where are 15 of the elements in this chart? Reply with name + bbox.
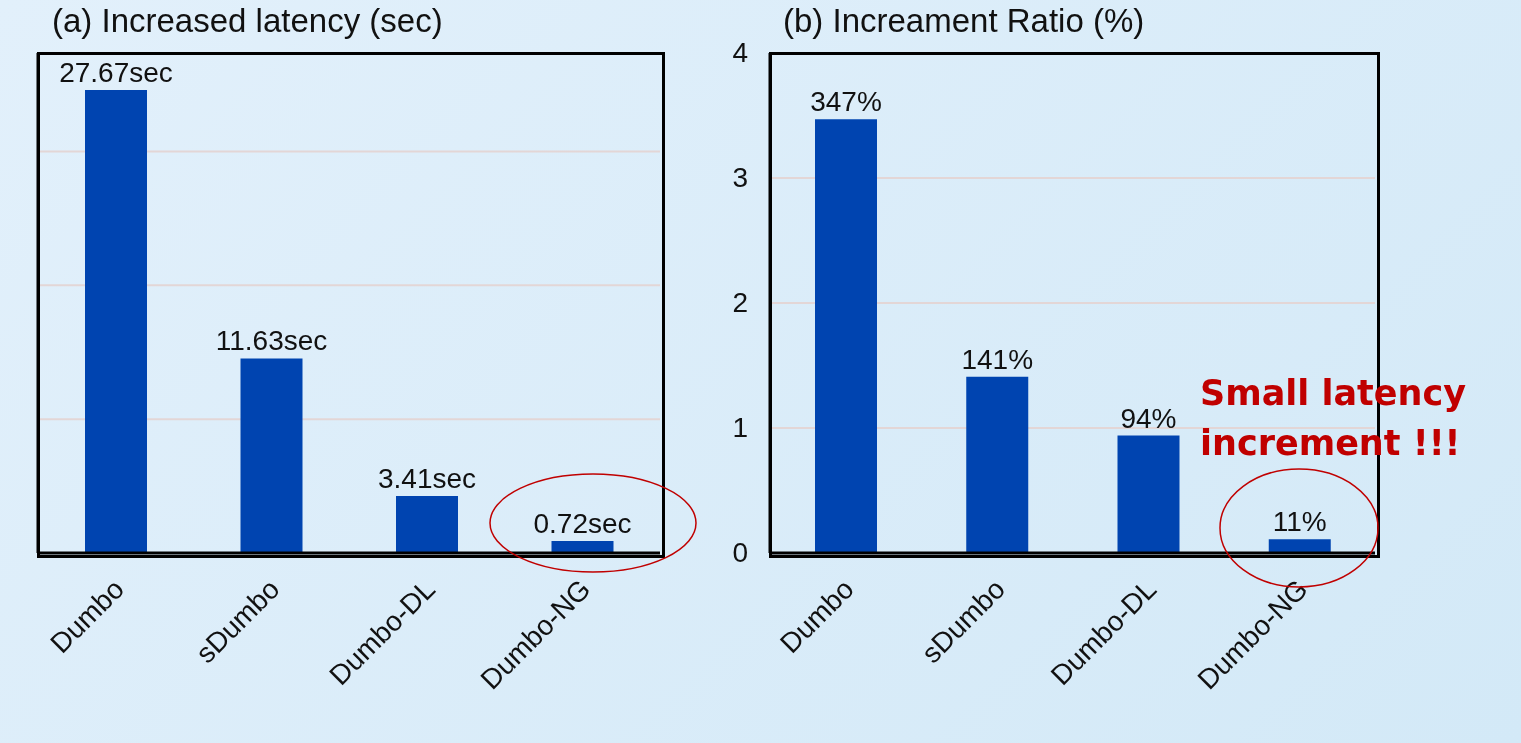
data-label: 347% (810, 86, 882, 118)
data-label: 141% (961, 343, 1034, 375)
data-label: 0.72sec (533, 507, 632, 539)
data-label: 27.67sec (59, 57, 173, 89)
y-tick-label: 0 (731, 536, 748, 570)
y-tick-label: 1 (731, 411, 748, 445)
data-label: 3.41sec (377, 462, 477, 494)
y-tick-label: 3 (731, 161, 748, 195)
data-label: 94% (1120, 402, 1177, 434)
data-label: 11% (1272, 506, 1327, 538)
y-tick-label: 2 (731, 286, 748, 320)
chart-title: (a) Increased latency (sec) (52, 2, 443, 40)
data-label: 11.63sec (215, 325, 328, 357)
chart-title: (b) Increament Ratio (%) (783, 2, 1145, 40)
y-tick-label: 4 (731, 36, 748, 70)
